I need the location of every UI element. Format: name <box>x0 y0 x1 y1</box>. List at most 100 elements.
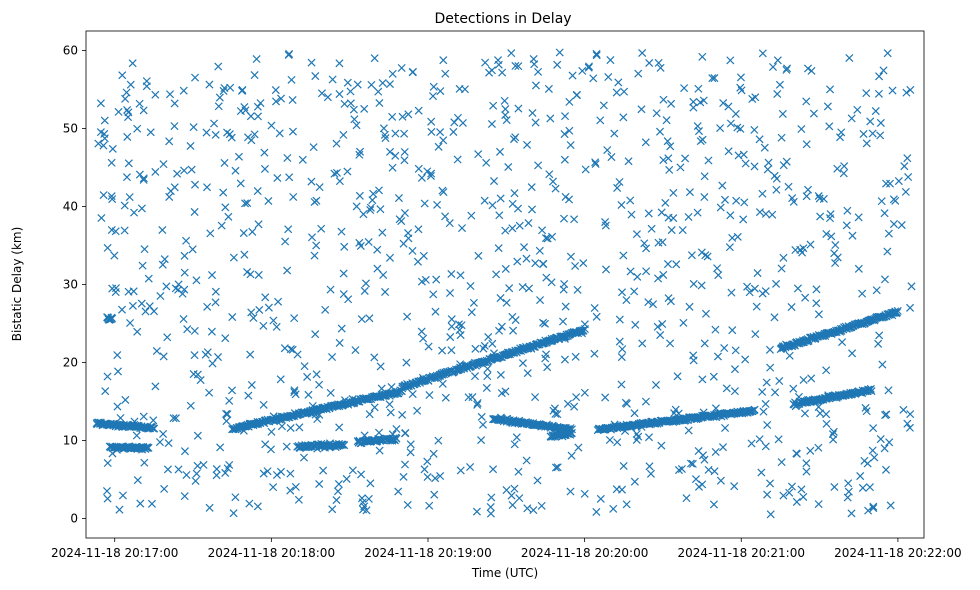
data-point <box>752 302 761 311</box>
data-point <box>140 458 149 467</box>
data-point <box>806 240 815 249</box>
data-point <box>789 384 798 393</box>
data-point <box>536 296 545 305</box>
data-point <box>401 429 410 438</box>
data-point <box>561 302 570 311</box>
data-point <box>286 486 295 495</box>
data-point <box>271 97 281 106</box>
data-point <box>845 53 854 63</box>
data-point <box>755 208 764 217</box>
data-point <box>610 129 619 138</box>
data-point <box>100 134 109 143</box>
data-point <box>793 284 802 293</box>
data-point <box>253 112 263 121</box>
data-point <box>208 359 217 368</box>
data-point <box>785 351 794 360</box>
data-point <box>777 264 786 273</box>
data-point <box>657 208 666 217</box>
data-point <box>466 463 475 472</box>
data-point <box>125 193 134 202</box>
data-point <box>654 58 663 67</box>
data-point <box>137 204 146 213</box>
data-point <box>151 382 160 391</box>
data-point <box>284 225 293 234</box>
data-point <box>509 326 518 335</box>
data-point <box>658 238 667 247</box>
data-point <box>565 97 574 106</box>
data-point <box>779 161 788 170</box>
data-point <box>126 80 135 89</box>
data-point <box>165 90 175 99</box>
data-point <box>425 501 434 510</box>
data-point <box>379 270 388 279</box>
data-point <box>619 113 628 122</box>
data-point <box>592 312 601 321</box>
data-point <box>711 325 720 334</box>
data-point <box>397 217 406 226</box>
data-point <box>750 405 759 414</box>
data-point <box>311 330 320 339</box>
data-point <box>905 423 914 432</box>
data-point <box>716 124 725 133</box>
data-point <box>118 491 127 500</box>
data-point <box>186 401 195 410</box>
data-point <box>812 285 821 294</box>
data-point <box>133 124 142 133</box>
data-point <box>489 101 498 110</box>
data-point <box>219 188 228 197</box>
data-point <box>364 237 373 247</box>
data-point <box>108 195 117 204</box>
data-point <box>356 147 365 156</box>
data-point <box>605 435 614 444</box>
data-point <box>632 429 641 438</box>
data-point <box>108 314 117 323</box>
data-point <box>482 158 491 167</box>
data-point <box>572 393 581 402</box>
data-point <box>180 268 189 277</box>
data-point <box>553 410 562 419</box>
y-tick-label: 40 <box>63 200 78 214</box>
data-point <box>714 271 723 280</box>
data-point <box>214 102 223 111</box>
data-point <box>165 192 174 201</box>
data-point <box>253 102 262 111</box>
data-point <box>487 119 496 129</box>
data-point <box>193 370 202 379</box>
data-point <box>659 95 668 104</box>
data-point <box>312 196 321 205</box>
data-point <box>638 339 647 348</box>
data-point <box>385 253 395 262</box>
data-point <box>560 355 569 364</box>
data-point <box>515 221 524 230</box>
data-point <box>760 143 769 152</box>
data-point <box>800 409 809 418</box>
data-point <box>732 196 741 205</box>
data-point <box>252 55 261 64</box>
data-point <box>764 158 773 167</box>
data-point <box>394 487 403 496</box>
data-point <box>276 467 286 476</box>
data-point <box>352 121 361 130</box>
data-point <box>784 182 793 191</box>
data-point <box>309 143 318 152</box>
data-point <box>531 81 540 90</box>
data-point <box>421 275 430 284</box>
data-point <box>865 483 874 492</box>
data-point <box>899 405 908 414</box>
data-point <box>743 282 752 291</box>
data-point <box>151 167 160 176</box>
data-point <box>477 436 486 445</box>
data-point <box>495 147 505 156</box>
data-point <box>189 123 198 132</box>
data-point <box>589 74 598 83</box>
data-point <box>438 346 447 355</box>
data-point <box>884 386 893 395</box>
data-point <box>136 499 145 508</box>
data-point <box>741 159 750 168</box>
data-point <box>847 509 856 518</box>
data-point <box>510 484 519 493</box>
data-point <box>126 318 135 328</box>
data-point <box>419 334 428 343</box>
data-point <box>288 95 297 105</box>
data-point <box>666 297 675 306</box>
